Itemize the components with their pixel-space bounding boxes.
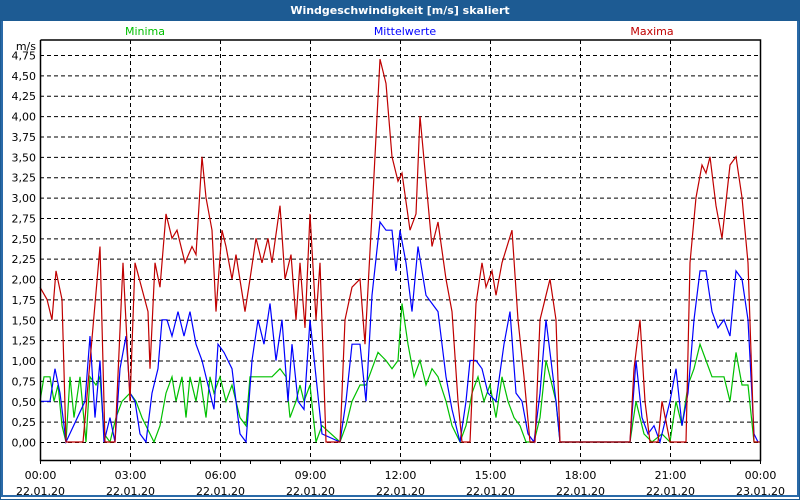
- y-tick-label: 2,75: [12, 212, 37, 225]
- x-tick-date: 22.01.20: [16, 485, 65, 498]
- x-tick-date: 22.01.20: [466, 485, 515, 498]
- y-tick-label: 1,50: [12, 314, 37, 327]
- x-tick-date: 22.01.20: [556, 485, 605, 498]
- y-tick-label: 4,00: [12, 111, 37, 124]
- series-line-minima: [39, 303, 758, 444]
- x-tick-date: 22.01.20: [286, 485, 335, 498]
- chart-title: Windgeschwindigkeit [m/s] skaliert: [1, 1, 799, 21]
- plot-border: [39, 39, 762, 462]
- y-axis-unit: m/s: [16, 40, 36, 53]
- legend-minima: Minima: [125, 25, 165, 38]
- y-tick-label: 2,50: [12, 233, 37, 246]
- x-tick-time: 18:00: [565, 469, 597, 482]
- x-tick-date: 23.01.20: [736, 485, 785, 498]
- y-tick-label: 0,00: [12, 437, 37, 450]
- y-tick-label: 1,25: [12, 335, 37, 348]
- x-tick-time: 09:00: [295, 469, 327, 482]
- x-tick-time: 12:00: [385, 469, 417, 482]
- y-tick-label: 4,25: [12, 90, 37, 103]
- y-tick-label: 4,50: [12, 70, 37, 83]
- x-tick-time: 00:00: [745, 469, 777, 482]
- y-tick-label: 4,75: [12, 50, 37, 63]
- series-line-maxima: [39, 58, 760, 443]
- x-tick-time: 15:00: [475, 469, 507, 482]
- x-tick-time: 06:00: [205, 469, 237, 482]
- x-tick-date: 22.01.20: [106, 485, 155, 498]
- x-tick-date: 22.01.20: [196, 485, 245, 498]
- y-tick-label: 2,00: [12, 274, 37, 287]
- y-tick-label: 3,25: [12, 172, 37, 185]
- x-tick-date: 22.01.20: [376, 485, 425, 498]
- y-tick-label: 1,75: [12, 294, 37, 307]
- y-tick-label: 3,00: [12, 192, 37, 205]
- legend-mittelwerte: Mittelwerte: [374, 25, 437, 38]
- y-tick-label: 0,50: [12, 396, 37, 409]
- x-tick-time: 00:00: [25, 469, 57, 482]
- y-tick-label: 2,25: [12, 253, 37, 266]
- window-frame: [1, 21, 799, 497]
- y-tick-label: 3,75: [12, 131, 37, 144]
- legend-maxima: Maxima: [630, 25, 673, 38]
- x-tick-time: 03:00: [115, 469, 147, 482]
- y-tick-label: 3,50: [12, 151, 37, 164]
- series-line-mittelwerte: [40, 220, 759, 445]
- y-tick-label: 0,25: [12, 416, 37, 429]
- y-tick-label: 0,75: [12, 375, 37, 388]
- x-tick-date: 22.01.20: [646, 485, 695, 498]
- y-tick-label: 1,00: [12, 355, 37, 368]
- x-tick-time: 21:00: [655, 469, 687, 482]
